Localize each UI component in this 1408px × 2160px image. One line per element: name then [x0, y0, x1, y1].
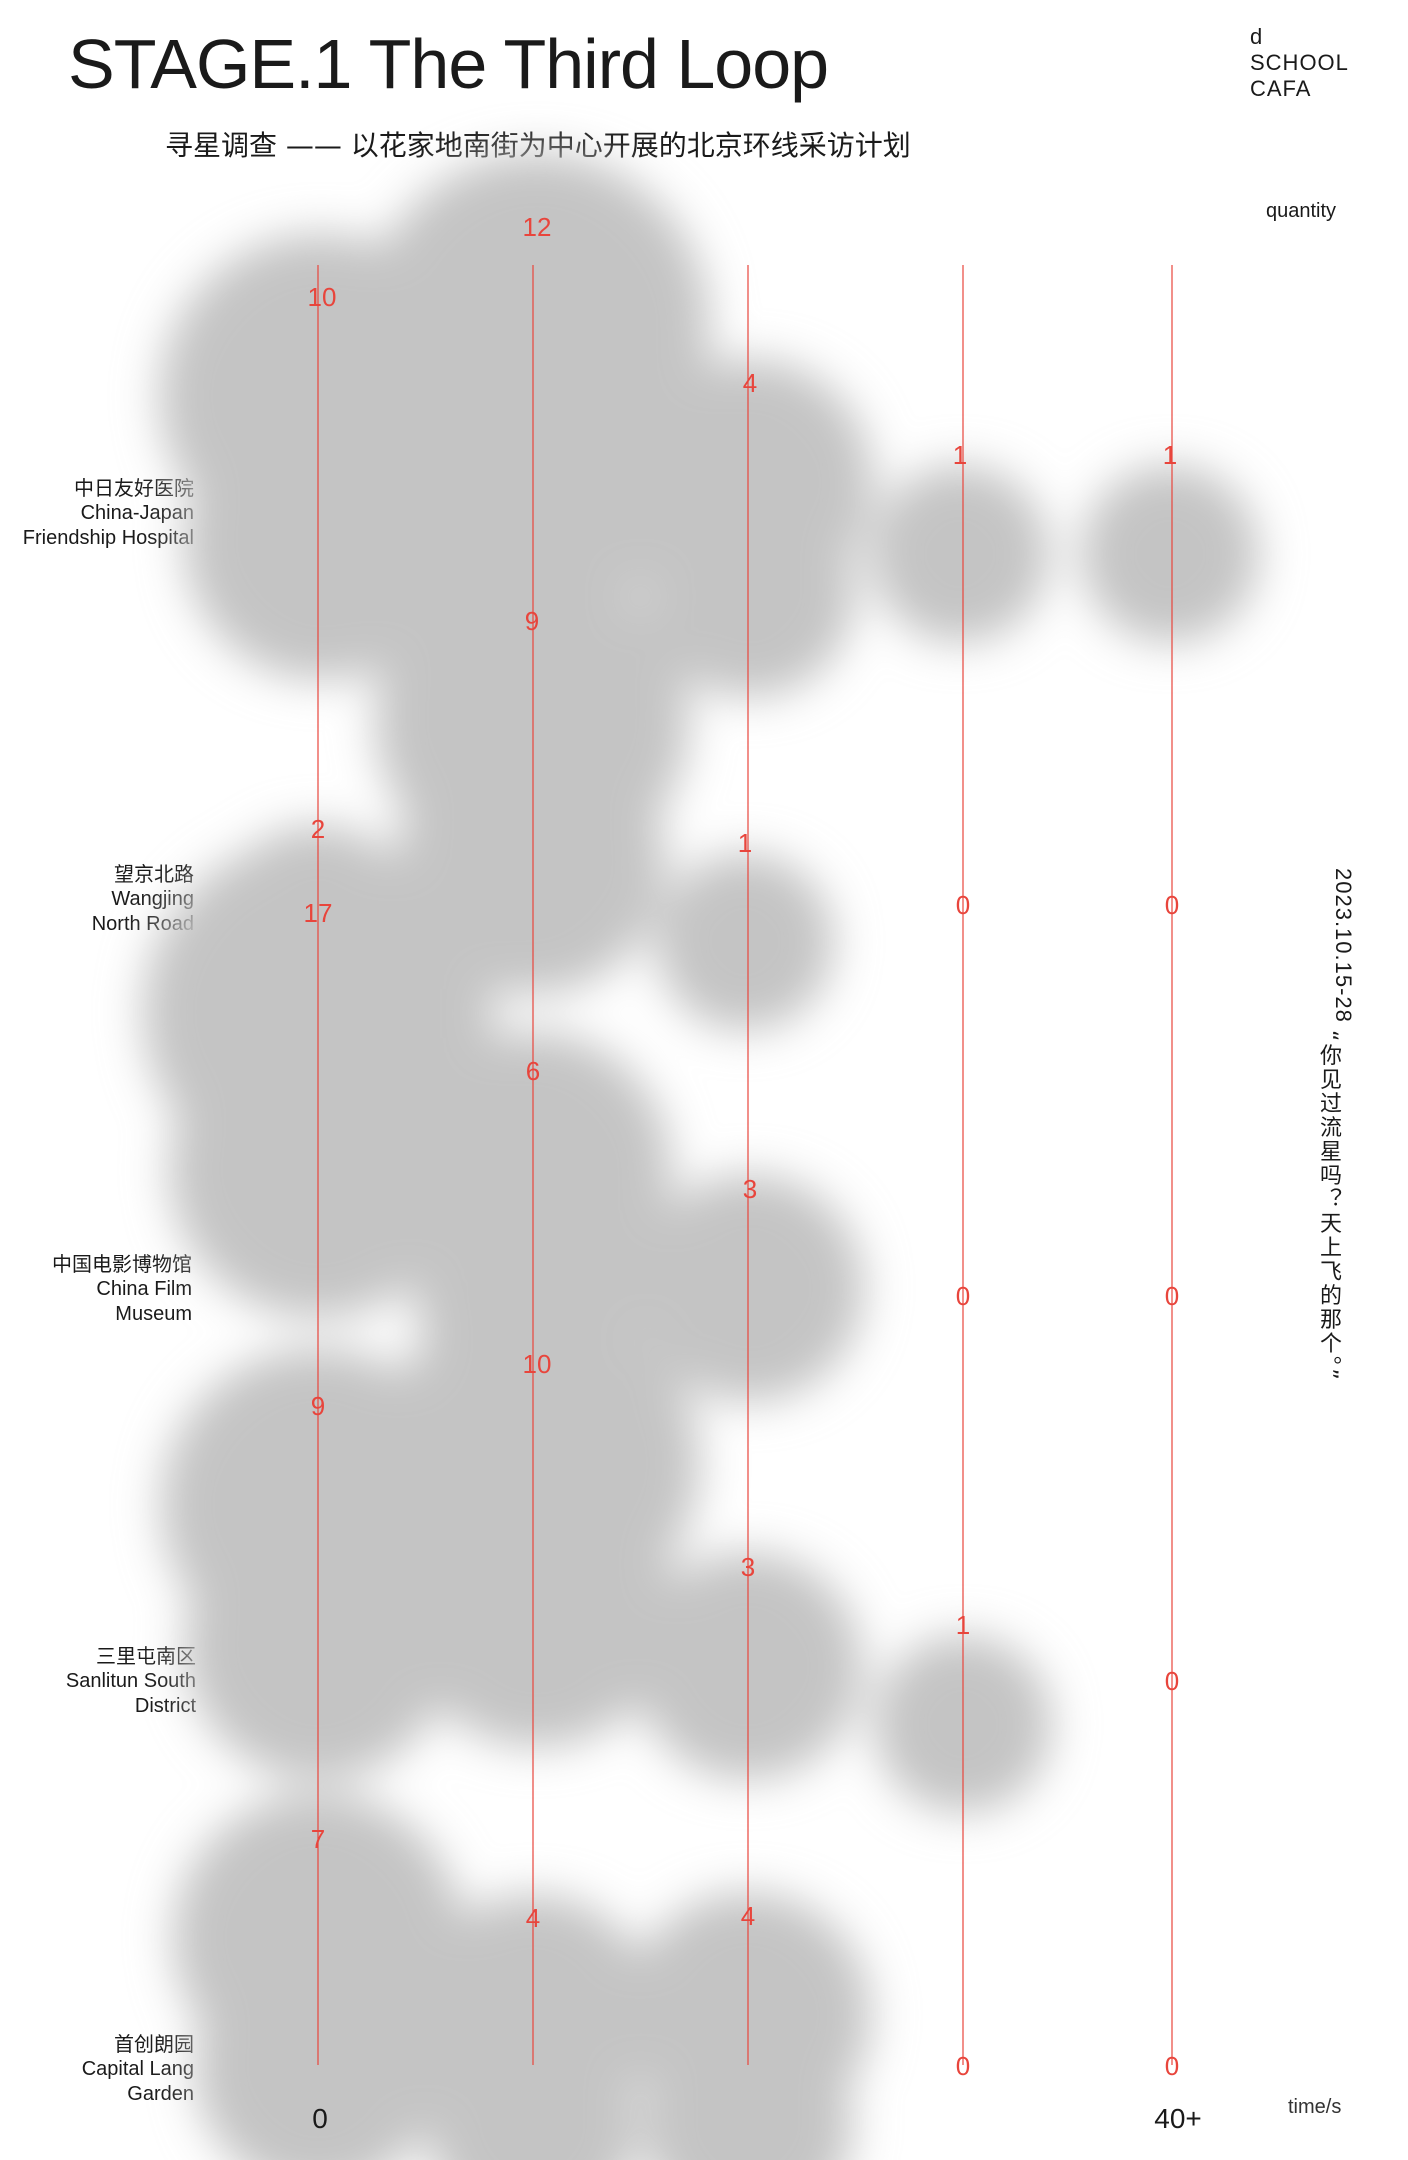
location-label-4: 三里屯南区 Sanlitun South District [65, 1644, 196, 1717]
date-label: 2023.10.15-28 [1331, 868, 1356, 1023]
blur-blobs-layer [143, 153, 1259, 2160]
school-logo: d SCHOOL CAFA [1250, 24, 1349, 102]
value-blob [871, 465, 1049, 643]
value-label: 0 [1165, 1281, 1179, 1311]
axis-lines-layer [317, 265, 1173, 2065]
location-label-2: 望京北路 Wangjing North Road [91, 862, 194, 935]
value-label: 0 [956, 2051, 970, 2081]
value-label: 10 [308, 282, 337, 312]
value-label: 9 [311, 1391, 325, 1421]
location-label-3: 中国电影博物馆 China Film Museum [52, 1252, 192, 1325]
logo-line-2: SCHOOL [1250, 50, 1349, 75]
value-label: 3 [743, 1174, 757, 1204]
value-blob [656, 853, 834, 1031]
value-blob-extension [645, 488, 855, 698]
value-label: 0 [956, 890, 970, 920]
value-blob-extension [643, 2021, 853, 2160]
value-label: 1 [738, 828, 752, 858]
value-label: 2 [311, 814, 325, 844]
value-blob [1081, 465, 1259, 643]
value-label: 10 [523, 1349, 552, 1379]
value-label: 1 [956, 1610, 970, 1640]
x-tick-40: 40+ [1154, 2103, 1202, 2134]
unit-label: time/s [1288, 2096, 1342, 2118]
value-label: 1 [1163, 440, 1177, 470]
page-title: STAGE.1 The Third Loop [68, 25, 829, 103]
value-label: 0 [956, 1281, 970, 1311]
value-label: 0 [1165, 890, 1179, 920]
value-label: 9 [525, 606, 539, 636]
value-label: 6 [526, 1056, 540, 1086]
value-blob [636, 1174, 864, 1402]
value-label: 1 [953, 440, 967, 470]
location-label-5: 首创朗园 Capital Lang Garden [81, 2032, 194, 2105]
value-label: 3 [741, 1552, 755, 1582]
value-label: 4 [743, 368, 757, 398]
interview-question: “你见过流星吗？天上飞的那个。” [1316, 1030, 1341, 1382]
value-label: 4 [741, 1901, 755, 1931]
value-label: 4 [526, 1903, 540, 1933]
location-label-1: 中日友好医院 China-Japan Friendship Hospital [22, 476, 194, 549]
x-tick-0: 0 [312, 2103, 328, 2134]
value-blob-extension [390, 334, 684, 629]
logo-line-3: CAFA [1250, 76, 1312, 101]
quantity-label: quantity [1266, 200, 1337, 222]
value-label: 7 [311, 1824, 325, 1854]
logo-line-1: d [1250, 24, 1264, 49]
value-label: 17 [304, 898, 333, 928]
value-label: 0 [1165, 1666, 1179, 1696]
value-blob-extension [428, 2023, 638, 2160]
value-label: 12 [523, 212, 552, 242]
value-label: 0 [1165, 2051, 1179, 2081]
